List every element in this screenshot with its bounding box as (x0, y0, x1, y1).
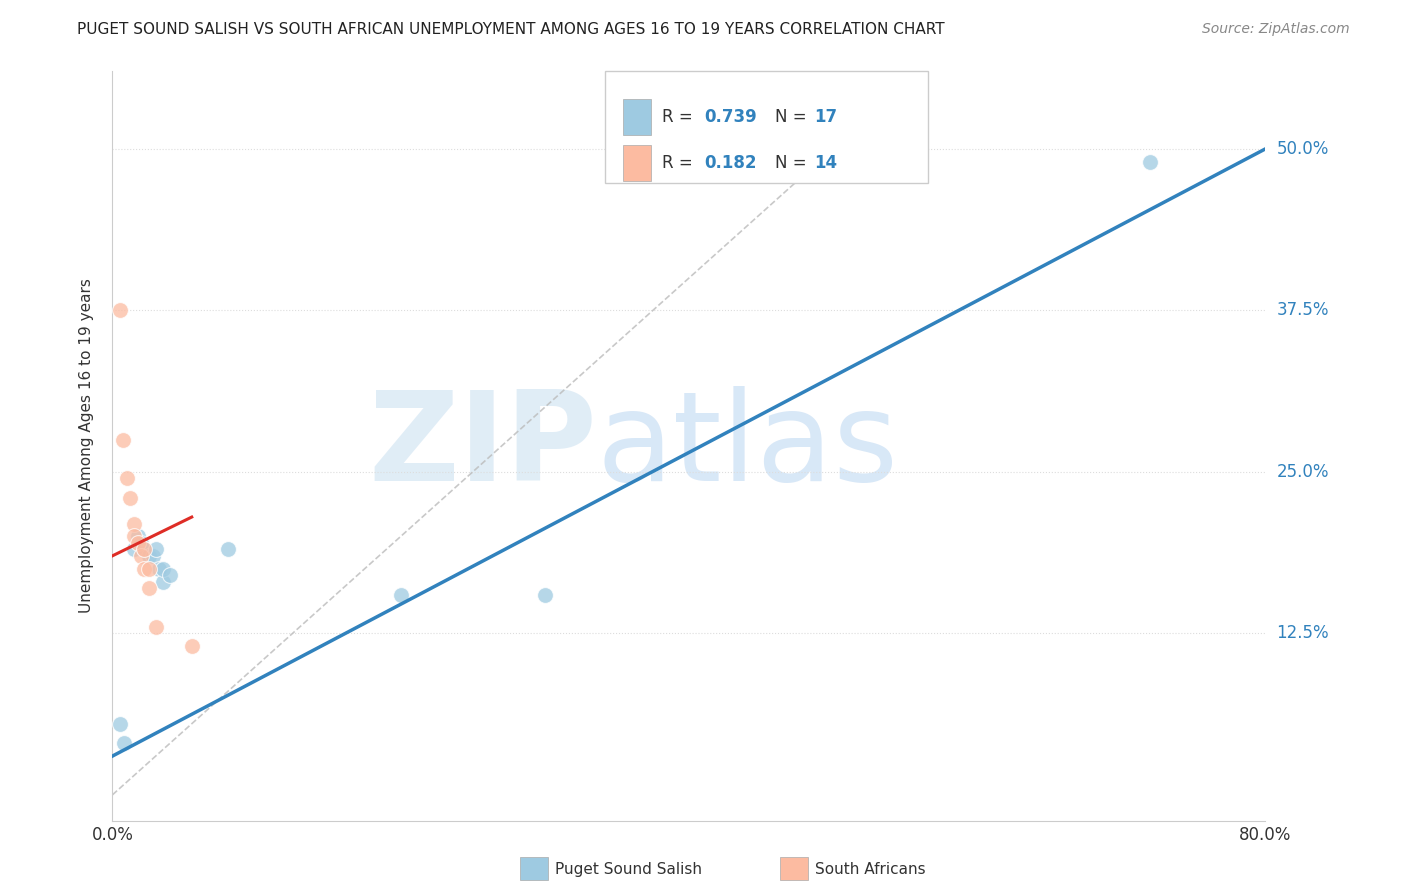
Point (159, 568, 181, 582)
Text: 37.5%: 37.5% (1277, 301, 1329, 319)
Point (145, 620, 167, 634)
Text: 0.739: 0.739 (704, 108, 758, 126)
Text: Source: ZipAtlas.com: Source: ZipAtlas.com (1202, 22, 1350, 37)
Text: N =: N = (775, 154, 811, 172)
Point (138, 581, 160, 595)
Point (152, 562, 174, 576)
Point (148, 562, 170, 576)
Text: R =: R = (662, 108, 699, 126)
Point (129, 536, 153, 550)
Point (129, 549, 153, 563)
Point (134, 542, 156, 557)
Point (127, 536, 149, 550)
Text: PUGET SOUND SALISH VS SOUTH AFRICAN UNEMPLOYMENT AMONG AGES 16 TO 19 YEARS CORRE: PUGET SOUND SALISH VS SOUTH AFRICAN UNEM… (77, 22, 945, 37)
Y-axis label: Unemployment Among Ages 16 to 19 years: Unemployment Among Ages 16 to 19 years (79, 278, 94, 614)
Text: atlas: atlas (596, 385, 898, 507)
Point (127, 529, 149, 543)
Point (1139, 154, 1161, 169)
Text: 50.0%: 50.0% (1277, 140, 1329, 158)
Text: 0.182: 0.182 (704, 154, 756, 172)
Point (138, 549, 160, 563)
Point (122, 529, 145, 543)
Point (534, 588, 557, 602)
Point (115, 471, 138, 485)
Point (122, 542, 145, 557)
Point (112, 736, 135, 750)
Point (108, 716, 131, 731)
Text: 25.0%: 25.0% (1277, 463, 1329, 481)
Text: 14: 14 (814, 154, 837, 172)
Text: Puget Sound Salish: Puget Sound Salish (555, 863, 703, 877)
Point (152, 574, 174, 589)
Text: R =: R = (662, 154, 699, 172)
Text: ZIP: ZIP (368, 385, 596, 507)
Point (118, 491, 141, 505)
Text: N =: N = (775, 108, 811, 126)
Point (389, 588, 412, 602)
Point (138, 562, 160, 576)
Point (134, 542, 156, 557)
Point (108, 303, 131, 318)
Point (122, 516, 145, 531)
Text: 17: 17 (814, 108, 837, 126)
Point (111, 433, 134, 447)
Point (217, 542, 239, 557)
Point (142, 549, 165, 563)
Point (180, 639, 202, 653)
Point (134, 562, 156, 576)
Text: South Africans: South Africans (815, 863, 927, 877)
Point (145, 542, 167, 557)
Text: 12.5%: 12.5% (1277, 624, 1329, 642)
